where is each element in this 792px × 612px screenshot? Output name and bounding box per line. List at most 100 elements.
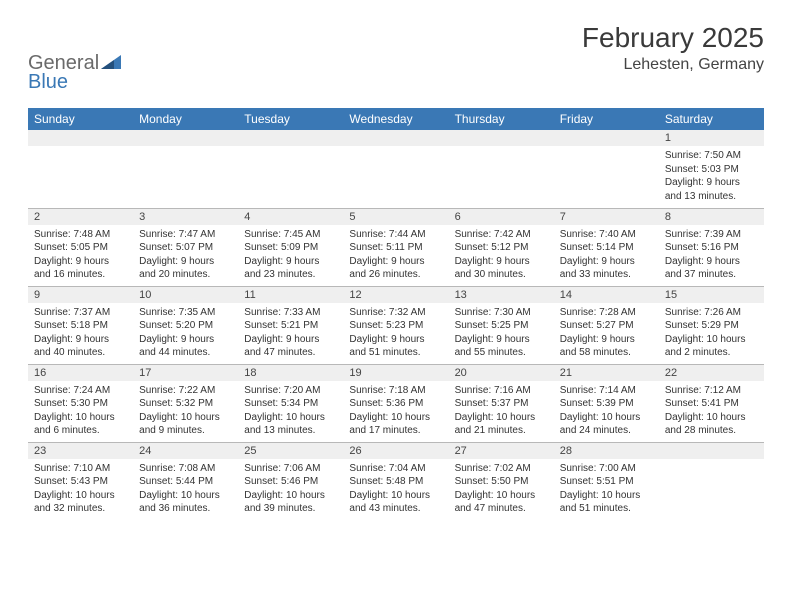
sunset: Sunset: 5:11 PM	[349, 241, 442, 255]
sunrise: Sunrise: 7:28 AM	[560, 306, 653, 320]
logo-line2: Blue	[28, 71, 764, 94]
daylight: Daylight: 10 hours and 39 minutes.	[244, 489, 337, 516]
day-number: 25	[238, 443, 343, 459]
day-details: Sunrise: 7:35 AMSunset: 5:20 PMDaylight:…	[133, 303, 238, 364]
calendar-day: 25Sunrise: 7:06 AMSunset: 5:46 PMDayligh…	[238, 442, 343, 520]
daylight: Daylight: 10 hours and 6 minutes.	[34, 411, 127, 438]
title-block: February 2025 Lehesten, Germany	[582, 22, 764, 74]
daylight: Daylight: 9 hours and 20 minutes.	[139, 255, 232, 282]
calendar-week: 23Sunrise: 7:10 AMSunset: 5:43 PMDayligh…	[28, 442, 764, 520]
sunrise: Sunrise: 7:14 AM	[560, 384, 653, 398]
day-number: 10	[133, 287, 238, 303]
sunset: Sunset: 5:27 PM	[560, 319, 653, 333]
sunrise: Sunrise: 7:32 AM	[349, 306, 442, 320]
daylight: Daylight: 9 hours and 55 minutes.	[455, 333, 548, 360]
sunrise: Sunrise: 7:33 AM	[244, 306, 337, 320]
sunset: Sunset: 5:48 PM	[349, 475, 442, 489]
sunrise: Sunrise: 7:20 AM	[244, 384, 337, 398]
calendar-body: 1Sunrise: 7:50 AMSunset: 5:03 PMDaylight…	[28, 130, 764, 520]
calendar-head: SundayMondayTuesdayWednesdayThursdayFrid…	[28, 108, 764, 130]
day-details: Sunrise: 7:28 AMSunset: 5:27 PMDaylight:…	[554, 303, 659, 364]
sunrise: Sunrise: 7:37 AM	[34, 306, 127, 320]
sunset: Sunset: 5:32 PM	[139, 397, 232, 411]
calendar-day: 1Sunrise: 7:50 AMSunset: 5:03 PMDaylight…	[659, 130, 764, 208]
day-details: Sunrise: 7:12 AMSunset: 5:41 PMDaylight:…	[659, 381, 764, 442]
sunrise: Sunrise: 7:26 AM	[665, 306, 758, 320]
day-number: 9	[28, 287, 133, 303]
calendar-day: 4Sunrise: 7:45 AMSunset: 5:09 PMDaylight…	[238, 208, 343, 286]
daylight: Daylight: 10 hours and 13 minutes.	[244, 411, 337, 438]
sunset: Sunset: 5:07 PM	[139, 241, 232, 255]
sunrise: Sunrise: 7:47 AM	[139, 228, 232, 242]
sunset: Sunset: 5:43 PM	[34, 475, 127, 489]
day-details: Sunrise: 7:00 AMSunset: 5:51 PMDaylight:…	[554, 459, 659, 520]
daylight: Daylight: 9 hours and 16 minutes.	[34, 255, 127, 282]
daylight: Daylight: 10 hours and 36 minutes.	[139, 489, 232, 516]
sunrise: Sunrise: 7:00 AM	[560, 462, 653, 476]
daylight: Daylight: 9 hours and 47 minutes.	[244, 333, 337, 360]
month-title: February 2025	[582, 22, 764, 54]
calendar-day: 22Sunrise: 7:12 AMSunset: 5:41 PMDayligh…	[659, 364, 764, 442]
day-details: Sunrise: 7:22 AMSunset: 5:32 PMDaylight:…	[133, 381, 238, 442]
sunset: Sunset: 5:18 PM	[34, 319, 127, 333]
day-header: Tuesday	[238, 108, 343, 130]
sunset: Sunset: 5:44 PM	[139, 475, 232, 489]
sunset: Sunset: 5:39 PM	[560, 397, 653, 411]
day-number: 3	[133, 209, 238, 225]
calendar-week: 9 Sunrise: 7:37 AMSunset: 5:18 PM Daylight…	[28, 286, 764, 364]
sunset: Sunset: 5:29 PM	[665, 319, 758, 333]
calendar-week: 16Sunrise: 7:24 AMSunset: 5:30 PMDayligh…	[28, 364, 764, 442]
daylight: Daylight: 10 hours and 17 minutes.	[349, 411, 442, 438]
day-number	[238, 130, 343, 146]
calendar-day: 15Sunrise: 7:26 AMSunset: 5:29 PMDayligh…	[659, 286, 764, 364]
day-number: 6	[449, 209, 554, 225]
day-details: Sunrise: 7:08 AMSunset: 5:44 PMDaylight:…	[133, 459, 238, 520]
day-details: Sunrise: 7:32 AMSunset: 5:23 PMDaylight:…	[343, 303, 448, 364]
day-details: Sunrise: 7:02 AMSunset: 5:50 PMDaylight:…	[449, 459, 554, 520]
day-details: Sunrise: 7:48 AMSunset: 5:05 PMDaylight:…	[28, 225, 133, 286]
sunrise: Sunrise: 7:10 AM	[34, 462, 127, 476]
day-number	[659, 443, 764, 459]
calendar-day: 5Sunrise: 7:44 AMSunset: 5:11 PMDaylight…	[343, 208, 448, 286]
calendar-week: 1Sunrise: 7:50 AMSunset: 5:03 PMDaylight…	[28, 130, 764, 208]
day-header: Wednesday	[343, 108, 448, 130]
calendar-day: 13Sunrise: 7:30 AMSunset: 5:25 PMDayligh…	[449, 286, 554, 364]
sunset: Sunset: 5:30 PM	[34, 397, 127, 411]
day-details: Sunrise: 7:10 AMSunset: 5:43 PMDaylight:…	[28, 459, 133, 520]
sunrise: Sunrise: 7:02 AM	[455, 462, 548, 476]
sunset: Sunset: 5:05 PM	[34, 241, 127, 255]
day-number	[554, 130, 659, 146]
daylight: Daylight: 10 hours and 32 minutes.	[34, 489, 127, 516]
day-details: Sunrise: 7:18 AMSunset: 5:36 PMDaylight:…	[343, 381, 448, 442]
sunrise: Sunrise: 7:45 AM	[244, 228, 337, 242]
sunset: Sunset: 5:21 PM	[244, 319, 337, 333]
day-details: Sunrise: 7:50 AMSunset: 5:03 PMDaylight:…	[659, 146, 764, 207]
sunrise: Sunrise: 7:50 AM	[665, 149, 758, 163]
day-number: 26	[343, 443, 448, 459]
daylight: Daylight: 10 hours and 51 minutes.	[560, 489, 653, 516]
day-details: Sunrise: 7:40 AMSunset: 5:14 PMDaylight:…	[554, 225, 659, 286]
calendar-week: 2Sunrise: 7:48 AMSunset: 5:05 PMDaylight…	[28, 208, 764, 286]
sunset: Sunset: 5:23 PM	[349, 319, 442, 333]
day-details: Sunrise: 7:44 AMSunset: 5:11 PMDaylight:…	[343, 225, 448, 286]
day-number	[28, 130, 133, 146]
sunrise: Sunrise: 7:22 AM	[139, 384, 232, 398]
daylight: Daylight: 9 hours and 33 minutes.	[560, 255, 653, 282]
calendar-day: 6Sunrise: 7:42 AMSunset: 5:12 PMDaylight…	[449, 208, 554, 286]
calendar-day: 26Sunrise: 7:04 AMSunset: 5:48 PMDayligh…	[343, 442, 448, 520]
logo-sail-icon-2	[101, 52, 121, 66]
sunrise: Sunrise: 7:39 AM	[665, 228, 758, 242]
sunset: Sunset: 5:46 PM	[244, 475, 337, 489]
calendar-day: 20Sunrise: 7:16 AMSunset: 5:37 PMDayligh…	[449, 364, 554, 442]
day-number: 27	[449, 443, 554, 459]
calendar-day: 16Sunrise: 7:24 AMSunset: 5:30 PMDayligh…	[28, 364, 133, 442]
daylight: Daylight: 10 hours and 24 minutes.	[560, 411, 653, 438]
sunrise: Sunrise: 7:42 AM	[455, 228, 548, 242]
sunrise: Sunrise: 7:12 AM	[665, 384, 758, 398]
calendar-empty	[238, 130, 343, 208]
day-details: Sunrise: 7:20 AMSunset: 5:34 PMDaylight:…	[238, 381, 343, 442]
day-number: 15	[659, 287, 764, 303]
calendar-day: 3 Sunrise: 7:47 AMSunset: 5:07 PMDaylight…	[133, 208, 238, 286]
calendar-day: 28Sunrise: 7:00 AMSunset: 5:51 PMDayligh…	[554, 442, 659, 520]
day-header: Thursday	[449, 108, 554, 130]
